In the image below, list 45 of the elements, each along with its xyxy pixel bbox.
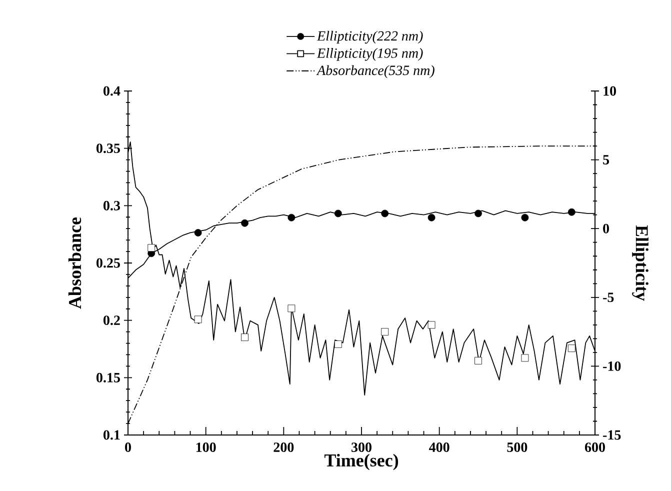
- y-tick-label: 0.4: [104, 86, 120, 96]
- point: [428, 321, 436, 329]
- x-tick-label: 100: [196, 442, 216, 452]
- y2-tick-label: 5: [603, 155, 610, 164]
- y2-axis-title: Ellipticity: [632, 225, 648, 301]
- point: [334, 210, 342, 218]
- point: [241, 219, 248, 227]
- y2-tick-label: 0: [603, 224, 609, 234]
- x-tick-label: 0: [125, 442, 131, 452]
- y2-tick-label: -5: [603, 292, 614, 302]
- x-tick-label: 500: [507, 442, 528, 452]
- y-tick-label: 0.15: [96, 372, 120, 382]
- y2-tick-label: 10: [604, 86, 616, 96]
- point: [381, 328, 389, 336]
- x-tick-label: 200: [274, 442, 294, 452]
- point: [568, 208, 576, 216]
- legend-label: Ellipticity(222 nm): [316, 30, 423, 44]
- point: [474, 356, 482, 364]
- point: [148, 244, 156, 252]
- point: [241, 334, 248, 342]
- y2-tick-label: -15: [603, 430, 621, 440]
- point: [521, 354, 529, 362]
- legend-label: Ellipticity(195 nm): [316, 48, 423, 61]
- y-tick-label: 0.35: [96, 144, 120, 154]
- y-axis-title: Absorbance: [68, 217, 82, 309]
- point: [568, 344, 576, 352]
- point: [194, 229, 202, 236]
- point: [428, 214, 436, 222]
- y-tick-label: 0.25: [96, 258, 120, 268]
- y-tick-label: 0.3: [104, 200, 120, 210]
- point: [288, 214, 296, 222]
- x-tick-label: 300: [352, 442, 372, 452]
- point: [474, 210, 482, 218]
- point: [521, 214, 529, 222]
- point: [194, 316, 202, 324]
- x-tick-label: 400: [429, 442, 450, 452]
- x-axis-title: Time(sec): [324, 454, 398, 470]
- point: [381, 210, 389, 218]
- legend-label: Absorbance(535 nm): [316, 65, 434, 78]
- y2-tick-label: -10: [603, 361, 621, 371]
- point: [334, 340, 342, 348]
- y-tick-label: 0.1: [104, 430, 120, 440]
- point: [288, 304, 296, 312]
- x-tick-label: 600: [584, 442, 605, 452]
- y-tick-label: 0.2: [104, 316, 120, 326]
